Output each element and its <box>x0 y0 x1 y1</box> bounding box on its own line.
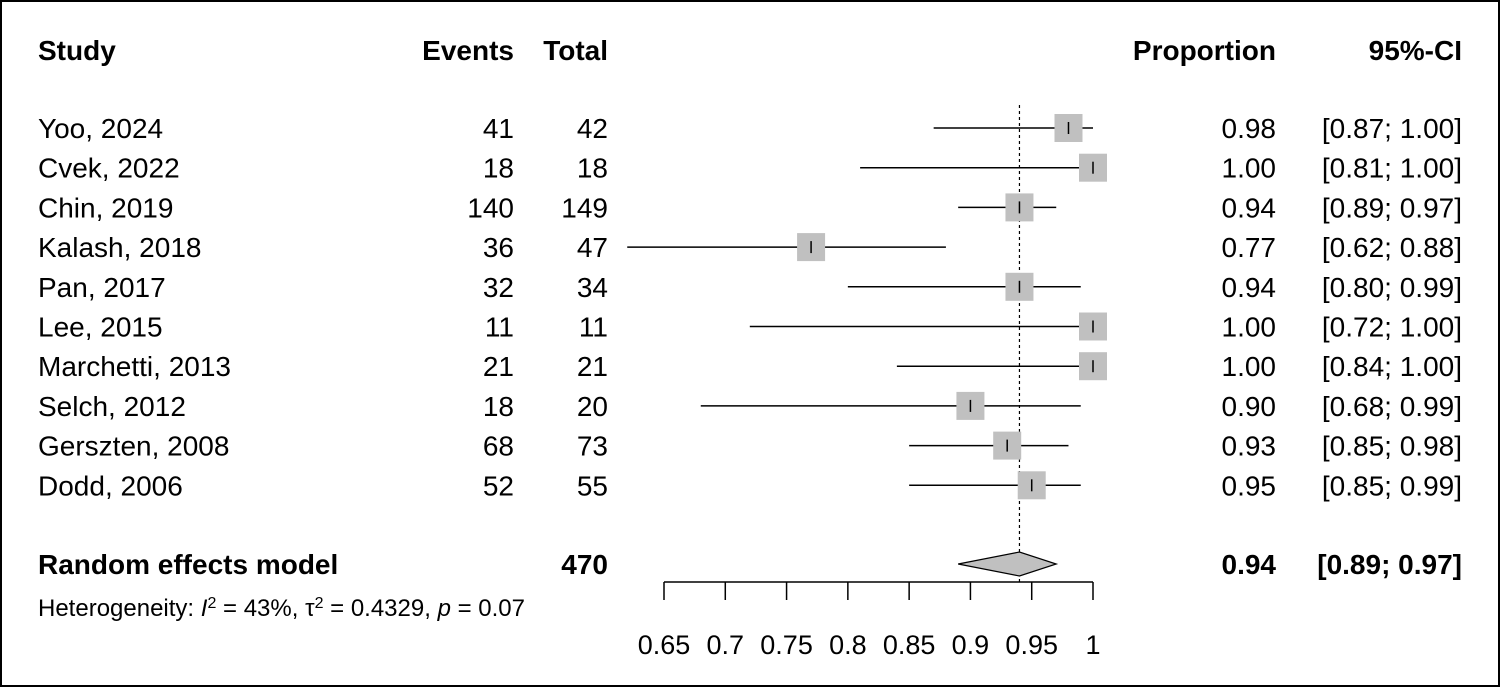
total-value: 18 <box>577 153 608 184</box>
ci-value: [0.89; 0.97] <box>1322 192 1462 223</box>
study-label: Dodd, 2006 <box>38 470 183 501</box>
proportion-value: 0.93 <box>1222 431 1277 462</box>
total-value: 73 <box>577 431 608 462</box>
pooled-proportion: 0.94 <box>1222 549 1277 580</box>
total-value: 11 <box>579 312 608 343</box>
x-tick-label: 0.7 <box>707 630 745 660</box>
proportion-value: 1.00 <box>1222 153 1277 184</box>
header-total: Total <box>543 35 608 66</box>
pooled-ci: [0.89; 0.97] <box>1317 549 1462 580</box>
total-value: 34 <box>577 272 608 303</box>
ci-value: [0.68; 0.99] <box>1322 391 1462 422</box>
total-value: 42 <box>577 113 608 144</box>
events-value: 18 <box>483 391 514 422</box>
study-label: Selch, 2012 <box>38 391 186 422</box>
proportion-value: 0.94 <box>1222 192 1277 223</box>
ci-value: [0.81; 1.00] <box>1322 153 1462 184</box>
x-tick-label: 0.95 <box>1005 630 1058 660</box>
x-tick-label: 0.9 <box>952 630 990 660</box>
ci-value: [0.62; 0.88] <box>1322 232 1462 263</box>
proportion-value: 0.95 <box>1222 470 1277 501</box>
study-label: Chin, 2019 <box>38 192 173 223</box>
events-value: 32 <box>483 272 514 303</box>
x-tick-label: 0.65 <box>638 630 691 660</box>
pooled-diamond <box>958 551 1059 577</box>
events-value: 68 <box>483 431 514 462</box>
study-label: Gerszten, 2008 <box>38 431 229 462</box>
total-value: 47 <box>577 232 608 263</box>
x-tick-label: 0.85 <box>883 630 936 660</box>
x-tick-label: 0.75 <box>760 630 813 660</box>
proportion-value: 1.00 <box>1222 312 1277 343</box>
study-label: Marchetti, 2013 <box>38 351 231 382</box>
events-value: 18 <box>483 153 514 184</box>
ci-value: [0.80; 0.99] <box>1322 272 1462 303</box>
events-value: 21 <box>483 351 514 382</box>
total-value: 149 <box>561 192 608 223</box>
study-label: Pan, 2017 <box>38 272 166 303</box>
x-tick-label: 0.8 <box>829 630 867 660</box>
proportion-value: 0.77 <box>1222 232 1277 263</box>
study-label: Kalash, 2018 <box>38 232 201 263</box>
proportion-value: 0.98 <box>1222 113 1277 144</box>
ci-value: [0.87; 1.00] <box>1322 113 1462 144</box>
header-events: Events <box>422 35 514 66</box>
study-label: Yoo, 2024 <box>38 113 163 144</box>
events-value: 140 <box>467 192 514 223</box>
events-value: 52 <box>483 470 514 501</box>
heterogeneity-text: Heterogeneity: I2 = 43%, τ2 = 0.4329, p … <box>38 595 525 623</box>
ci-value: [0.85; 0.98] <box>1322 431 1462 462</box>
ci-value: [0.72; 1.00] <box>1322 312 1462 343</box>
proportion-value: 0.94 <box>1222 272 1277 303</box>
total-value: 55 <box>577 470 608 501</box>
total-value: 21 <box>577 351 608 382</box>
ci-value: [0.84; 1.00] <box>1322 351 1462 382</box>
pooled-total: 470 <box>561 549 608 580</box>
header-ci: 95%-CI <box>1369 35 1462 66</box>
total-value: 20 <box>577 391 608 422</box>
x-tick-label: 1 <box>1085 630 1100 660</box>
header-study: Study <box>38 35 116 66</box>
events-value: 36 <box>483 232 514 263</box>
study-label: Lee, 2015 <box>38 312 163 343</box>
study-label: Cvek, 2022 <box>38 153 180 184</box>
ci-value: [0.85; 0.99] <box>1322 470 1462 501</box>
events-value: 41 <box>483 113 514 144</box>
proportion-value: 1.00 <box>1222 351 1277 382</box>
header-proportion: Proportion <box>1133 35 1276 66</box>
proportion-value: 0.90 <box>1222 391 1277 422</box>
pooled-label: Random effects model <box>38 549 338 580</box>
events-value: 11 <box>485 312 514 343</box>
